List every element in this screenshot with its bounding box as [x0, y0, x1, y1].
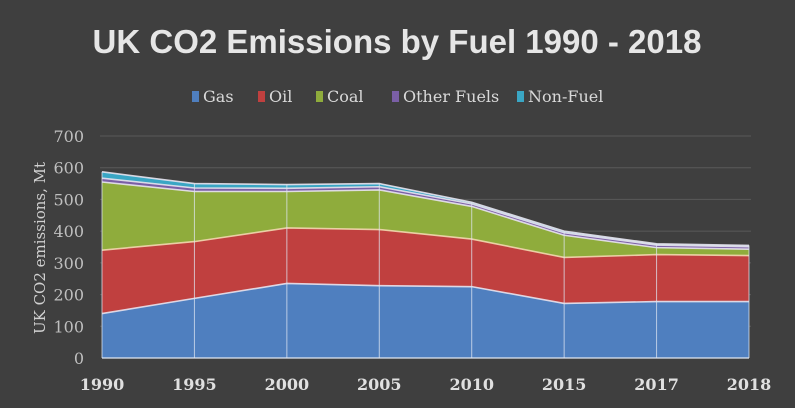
chart-title: UK CO2 Emissions by Fuel 1990 - 2018 — [93, 23, 702, 60]
legend-item-coal[interactable]: Coal — [316, 87, 364, 106]
legend-item-oil[interactable]: Oil — [258, 87, 292, 106]
legend-label: Oil — [269, 87, 292, 106]
x-tick-label: 2005 — [357, 375, 402, 394]
x-tick-label: 2015 — [542, 375, 587, 394]
area-top-line-coal — [101, 181, 750, 251]
series-separators — [101, 171, 750, 315]
x-tick-label: 1990 — [80, 375, 125, 394]
legend-swatch-other-fuels — [392, 91, 399, 102]
legend-item-gas[interactable]: Gas — [192, 87, 234, 106]
x-tick-label: 2000 — [265, 375, 310, 394]
x-axis-ticks: 1990 1995 2000 2005 2010 2015 2017 2018 — [80, 375, 772, 394]
legend-label: Gas — [203, 87, 234, 106]
y-tick-label: 400 — [53, 222, 84, 241]
x-tick-label: 2017 — [634, 375, 679, 394]
legend: Gas Oil Coal Other Fuels Non-Fuel — [192, 87, 603, 106]
x-tick-label: 1995 — [172, 375, 217, 394]
legend-swatch-gas — [192, 91, 199, 102]
y-tick-label: 100 — [53, 317, 84, 336]
area-gas — [102, 283, 749, 358]
area-top-line-other-fuels — [101, 177, 750, 248]
y-tick-label: 600 — [53, 159, 84, 178]
y-tick-label: 0 — [74, 349, 84, 368]
legend-swatch-non-fuel — [517, 91, 524, 102]
y-axis-label: UK CO2 emissions, Mt — [31, 162, 49, 334]
legend-swatch-oil — [258, 91, 265, 102]
y-tick-label: 700 — [53, 127, 84, 146]
legend-swatch-coal — [316, 91, 323, 102]
y-axis-ticks: 0 100 200 300 400 500 600 700 — [53, 127, 84, 368]
legend-item-non-fuel[interactable]: Non-Fuel — [517, 87, 603, 106]
chart-right-margin — [795, 0, 800, 408]
category-lines — [101, 171, 750, 359]
x-tick-label: 2010 — [449, 375, 494, 394]
legend-label: Non-Fuel — [528, 87, 603, 106]
area-top-line-non-fuel — [101, 171, 750, 247]
x-tick-label: 2018 — [727, 375, 772, 394]
y-tick-label: 500 — [53, 190, 84, 209]
legend-label: Coal — [327, 87, 364, 106]
area-top-line-oil — [101, 227, 750, 259]
y-tick-label: 300 — [53, 254, 84, 273]
area-oil — [102, 227, 749, 314]
legend-label: Other Fuels — [403, 87, 499, 106]
legend-item-other-fuels[interactable]: Other Fuels — [392, 87, 499, 106]
area-top-line-gas — [101, 282, 749, 315]
y-tick-label: 200 — [53, 286, 84, 305]
